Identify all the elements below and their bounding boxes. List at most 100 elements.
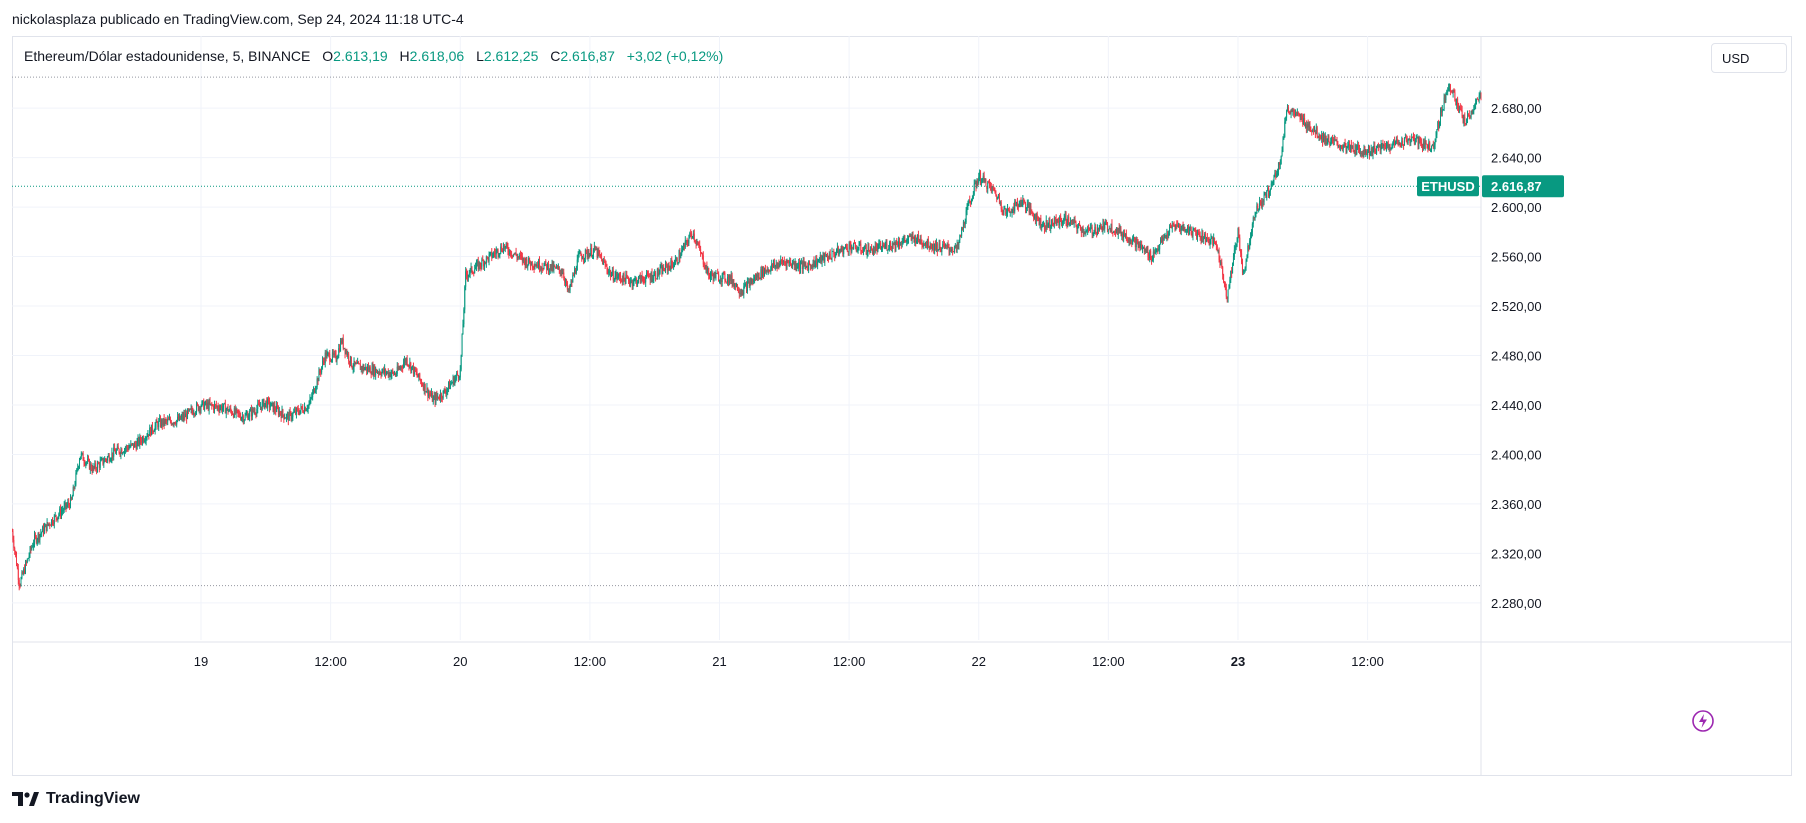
candle-body xyxy=(1179,228,1181,231)
candle-body xyxy=(944,244,946,247)
candle-body xyxy=(64,502,66,506)
candle-body xyxy=(378,372,380,374)
candle-body xyxy=(1206,237,1208,239)
candle-body xyxy=(874,245,876,253)
candle-body xyxy=(316,378,318,387)
candle-body xyxy=(1214,238,1216,243)
candle-body xyxy=(661,266,663,275)
candle-body xyxy=(1445,92,1447,101)
candle-body xyxy=(405,358,407,363)
candle-body xyxy=(773,262,775,267)
candle-body xyxy=(508,251,510,255)
candle-body xyxy=(96,468,98,471)
candle-body xyxy=(206,403,208,406)
candle-body xyxy=(466,274,468,278)
candle-body xyxy=(1458,107,1460,109)
candle-body xyxy=(493,252,495,256)
candle-body xyxy=(327,353,329,354)
candle-body xyxy=(425,391,427,393)
candle-body xyxy=(1389,144,1391,150)
candle-body xyxy=(251,408,253,417)
candle-body xyxy=(951,249,953,251)
candle-body xyxy=(1151,259,1153,262)
candle-body xyxy=(1352,145,1354,152)
candle-body xyxy=(367,367,369,372)
candle-body xyxy=(172,423,174,425)
lightning-alert-icon[interactable] xyxy=(1691,709,1715,733)
candle-body xyxy=(1106,222,1108,230)
candle-body xyxy=(1101,227,1103,232)
candlestick-chart[interactable]: 2.280,002.320,002.360,002.400,002.440,00… xyxy=(12,36,1792,776)
candle-body xyxy=(457,375,459,378)
candle-body xyxy=(1254,216,1256,219)
candle-body xyxy=(116,446,118,451)
candle-body xyxy=(395,373,397,376)
candle-body xyxy=(21,572,23,579)
candle-body xyxy=(673,265,675,268)
candle-body xyxy=(1399,143,1401,146)
candle-body xyxy=(696,243,698,245)
candle-body xyxy=(331,359,333,362)
candle-body xyxy=(1218,250,1220,260)
candle-body xyxy=(545,261,547,265)
candle-body xyxy=(1331,138,1333,140)
candle-body xyxy=(1438,121,1440,128)
candle-body xyxy=(135,444,137,450)
candle-body xyxy=(856,249,858,252)
candle-body xyxy=(27,558,29,559)
candle-body xyxy=(796,267,798,269)
candle-body xyxy=(1220,262,1222,266)
candle-body xyxy=(890,247,892,249)
candle-body xyxy=(595,248,597,250)
candle-body xyxy=(187,409,189,419)
candle-body xyxy=(693,233,695,241)
candle-body xyxy=(992,186,994,188)
candle-body xyxy=(153,431,155,432)
candle-body xyxy=(1223,274,1225,282)
candle-body xyxy=(103,462,105,464)
candle-body xyxy=(178,416,180,420)
candle-body xyxy=(614,276,616,281)
candle-body xyxy=(600,254,602,258)
candle-body xyxy=(584,249,586,258)
candle-body xyxy=(391,370,393,375)
candle-body xyxy=(43,527,45,534)
candle-body xyxy=(1164,235,1166,238)
candle-body xyxy=(522,257,524,262)
candle-body xyxy=(816,258,818,266)
candle-body xyxy=(935,243,937,250)
candle-body xyxy=(1145,248,1147,253)
candle-body xyxy=(1260,201,1262,207)
candle-body xyxy=(127,448,129,450)
candle-body xyxy=(123,452,125,454)
candle-body xyxy=(440,393,442,398)
candle-body xyxy=(404,359,406,363)
candle-body xyxy=(649,276,651,281)
candle-body xyxy=(1250,236,1252,241)
candle-body xyxy=(144,440,146,442)
candle-body xyxy=(284,418,286,419)
candle-body xyxy=(1109,228,1111,231)
candle-body xyxy=(728,275,730,283)
x-tick-label: 12:00 xyxy=(1092,654,1125,669)
candle-body xyxy=(1230,270,1232,280)
candle-body xyxy=(1325,135,1327,144)
candle-body xyxy=(235,408,237,414)
candle-body xyxy=(257,403,259,409)
candle-body xyxy=(138,438,140,445)
symbol-label[interactable]: Ethereum/Dólar estadounidense, 5, BINANC… xyxy=(24,48,311,64)
candle-body xyxy=(318,370,320,382)
currency-button[interactable]: USD xyxy=(1711,43,1787,73)
candle-body xyxy=(65,502,67,508)
candle-body xyxy=(736,284,738,288)
candle-body xyxy=(462,324,464,335)
candle-body xyxy=(818,260,820,262)
candle-body xyxy=(137,438,139,442)
brand[interactable]: TradingView xyxy=(12,790,140,808)
candle-body xyxy=(219,408,221,412)
candle-body xyxy=(143,440,145,442)
candle-body xyxy=(1364,147,1366,154)
candle-body xyxy=(987,182,989,190)
candle-body xyxy=(1415,137,1417,143)
candle-body xyxy=(268,400,270,408)
